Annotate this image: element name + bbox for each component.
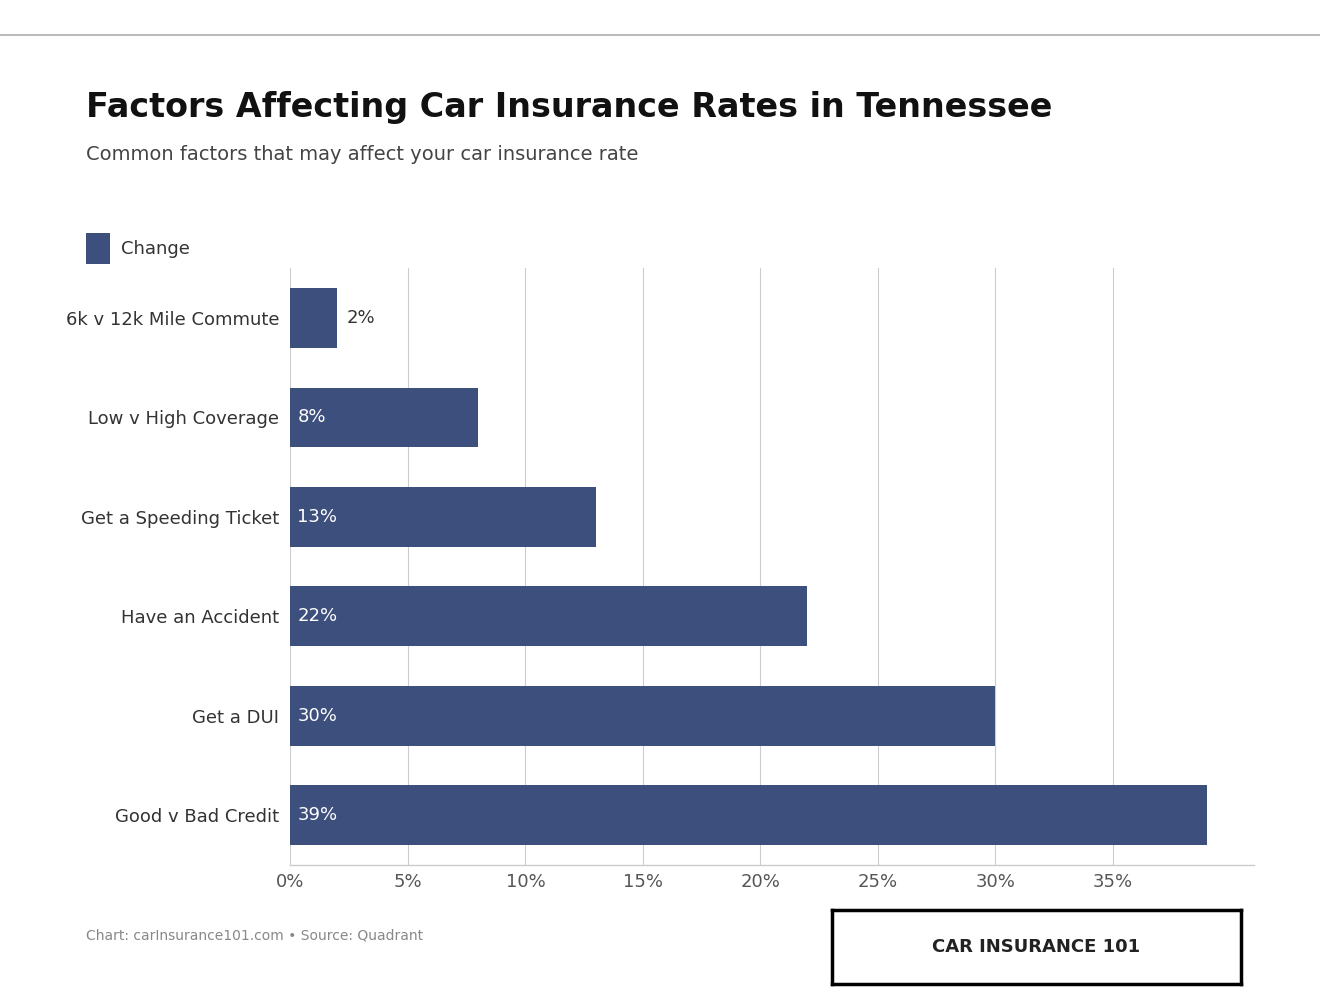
Bar xyxy=(290,785,1206,845)
Text: Chart: carInsurance101.com • Source: Quadrant: Chart: carInsurance101.com • Source: Qua… xyxy=(86,928,422,942)
Text: Common factors that may affect your car insurance rate: Common factors that may affect your car … xyxy=(86,145,638,164)
Bar xyxy=(290,288,338,348)
Bar xyxy=(290,388,478,447)
Bar xyxy=(290,586,808,646)
Text: CAR INSURANCE 101: CAR INSURANCE 101 xyxy=(932,937,1140,956)
Text: 39%: 39% xyxy=(297,806,338,824)
Text: Factors Affecting Car Insurance Rates in Tennessee: Factors Affecting Car Insurance Rates in… xyxy=(86,91,1052,124)
Bar xyxy=(290,686,995,746)
Text: 30%: 30% xyxy=(297,707,338,725)
Text: 8%: 8% xyxy=(297,409,326,426)
FancyBboxPatch shape xyxy=(86,233,110,264)
Text: 13%: 13% xyxy=(297,508,338,526)
Bar xyxy=(290,487,595,547)
Text: Change: Change xyxy=(121,240,190,257)
Text: 2%: 2% xyxy=(347,309,375,327)
Text: 22%: 22% xyxy=(297,607,338,625)
